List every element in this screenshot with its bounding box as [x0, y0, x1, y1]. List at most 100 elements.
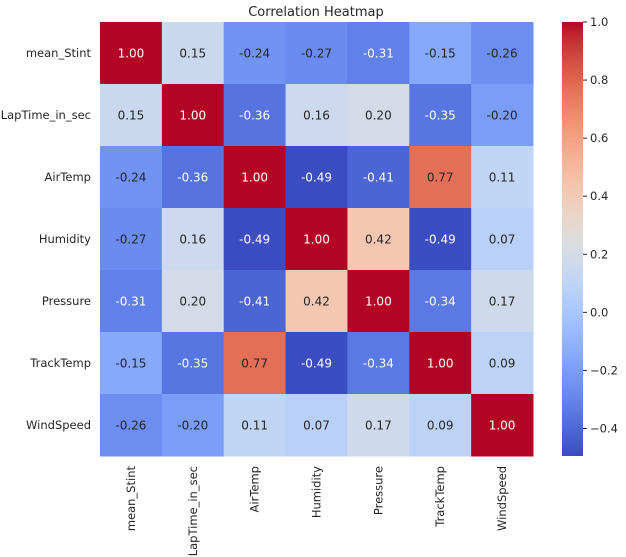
- heatmap-cell: [471, 22, 534, 85]
- heatmap-cell: [100, 394, 163, 457]
- heatmap-cell: [409, 270, 472, 333]
- heatmap-cell: [285, 332, 348, 395]
- y-tick-label: WindSpeed: [26, 418, 91, 432]
- cell-value-label: 0.09: [489, 357, 516, 371]
- x-tick-label: AirTemp: [248, 466, 262, 512]
- cell-value-label: -0.41: [363, 171, 394, 185]
- heatmap-cell: [409, 332, 472, 395]
- cell-value-label: 0.20: [365, 109, 392, 123]
- heatmap-cell: [223, 332, 287, 395]
- x-tick-label: TrackTemp: [433, 466, 447, 528]
- heatmap-cell: [471, 146, 534, 209]
- heatmap-cells: 1.00 0.15 -0.24 -0.27 -0.31 -0.15 -0.26 0.15 1.0…: [100, 22, 534, 457]
- cell-value-label: -0.24: [239, 47, 270, 61]
- heatmap-cell: [161, 394, 225, 457]
- heatmap-cell: [100, 208, 163, 271]
- heatmap-cell: [347, 146, 410, 209]
- heatmap-cell: [409, 84, 472, 147]
- heatmap-cell: [161, 84, 225, 147]
- cell-value-label: 0.17: [489, 295, 516, 309]
- cell-value-label: 0.07: [489, 233, 516, 247]
- x-tick-label: WindSpeed: [495, 466, 509, 531]
- heatmap-cell: [285, 22, 348, 85]
- y-tick-label: LapTime_in_sec: [1, 108, 91, 122]
- cell-value-label: 1.00: [303, 233, 330, 247]
- cell-value-label: 0.17: [365, 419, 392, 433]
- heatmap-cell: [409, 146, 472, 209]
- y-tick-label: TrackTemp: [29, 356, 91, 370]
- cell-value-label: 0.20: [179, 295, 206, 309]
- cell-value-label: -0.26: [115, 419, 146, 433]
- cell-value-label: 1.00: [427, 357, 454, 371]
- heatmap-cell: [471, 270, 534, 333]
- x-tick-label: Humidity: [310, 466, 324, 518]
- cell-value-label: 1.00: [365, 295, 392, 309]
- cell-value-label: -0.49: [239, 233, 270, 247]
- heatmap-cell: [471, 208, 534, 271]
- cell-value-label: -0.20: [487, 109, 518, 123]
- cell-value-label: 0.11: [489, 171, 516, 185]
- colorbar-tick-label: 0.8: [590, 73, 608, 87]
- heatmap-cell: [285, 146, 348, 209]
- x-tick-label: Pressure: [371, 466, 385, 515]
- cell-value-label: 0.42: [365, 233, 392, 247]
- cell-value-label: 0.15: [179, 47, 206, 61]
- x-tick-label: mean_Stint: [124, 466, 138, 532]
- cell-value-label: 0.09: [427, 419, 454, 433]
- heatmap-cell: [285, 84, 348, 147]
- cell-value-label: -0.15: [115, 357, 146, 371]
- heatmap-cell: [347, 270, 410, 333]
- cell-value-label: 1.00: [179, 109, 206, 123]
- heatmap-cell: [223, 22, 287, 85]
- cell-value-label: -0.35: [425, 109, 456, 123]
- heatmap-cell: [223, 270, 287, 333]
- heatmap-cell: [285, 208, 348, 271]
- cell-value-label: 0.16: [179, 233, 206, 247]
- heatmap-cell: [409, 22, 472, 85]
- heatmap-cell: [471, 394, 534, 457]
- heatmap-cell: [471, 84, 534, 147]
- colorbar-tick-label: 0.2: [590, 247, 608, 261]
- colorbar-tick-label: 0.4: [590, 189, 608, 203]
- heatmap-cell: [347, 22, 410, 85]
- cell-value-label: 1.00: [241, 171, 268, 185]
- heatmap-cell: [409, 394, 472, 457]
- heatmap-cell: [100, 84, 163, 147]
- heatmap-cell: [161, 22, 225, 85]
- cell-value-label: -0.20: [177, 419, 208, 433]
- heatmap-cell: [223, 146, 287, 209]
- cell-value-label: -0.49: [425, 233, 456, 247]
- heatmap-cell: [347, 394, 410, 457]
- cell-value-label: 0.15: [118, 109, 145, 123]
- colorbar-tick-label: 0.0: [590, 305, 608, 319]
- cell-value-label: 1.00: [118, 47, 145, 61]
- heatmap-cell: [100, 146, 163, 209]
- cell-value-label: -0.35: [177, 357, 208, 371]
- cell-value-label: -0.31: [363, 47, 394, 61]
- colorbar: [562, 22, 583, 456]
- cell-value-label: 0.11: [241, 419, 268, 433]
- colorbar-tick-label: −0.4: [590, 422, 618, 436]
- cell-value-label: 0.42: [303, 295, 330, 309]
- colorbar-tick-label: −0.2: [590, 363, 618, 377]
- x-axis-labels: mean_Stint LapTime_in_sec AirTemp Humidity P…: [124, 466, 509, 557]
- heatmap-cell: [161, 332, 225, 395]
- cell-value-label: -0.27: [301, 47, 332, 61]
- heatmap-cell: [471, 332, 534, 395]
- cell-value-label: -0.34: [363, 357, 394, 371]
- heatmap-cell: [100, 270, 163, 333]
- heatmap-cell: [347, 332, 410, 395]
- cell-value-label: -0.27: [115, 233, 146, 247]
- cell-value-label: -0.49: [301, 357, 332, 371]
- cell-value-label: -0.31: [115, 295, 146, 309]
- colorbar-ticks: 1.0 0.8 0.6 0.4 0.2 0.0 −0.2 −0.4: [583, 15, 618, 436]
- colorbar-tick-label: 0.6: [590, 131, 608, 145]
- y-axis-labels: mean_Stint LapTime_in_sec AirTemp Humidity P…: [1, 46, 92, 432]
- heatmap-cell: [285, 270, 348, 333]
- heatmap-cell: [161, 146, 225, 209]
- cell-value-label: -0.26: [487, 47, 518, 61]
- heatmap-cell: [100, 332, 163, 395]
- colorbar-tick-label: 1.0: [590, 15, 608, 29]
- cell-value-label: -0.36: [239, 109, 270, 123]
